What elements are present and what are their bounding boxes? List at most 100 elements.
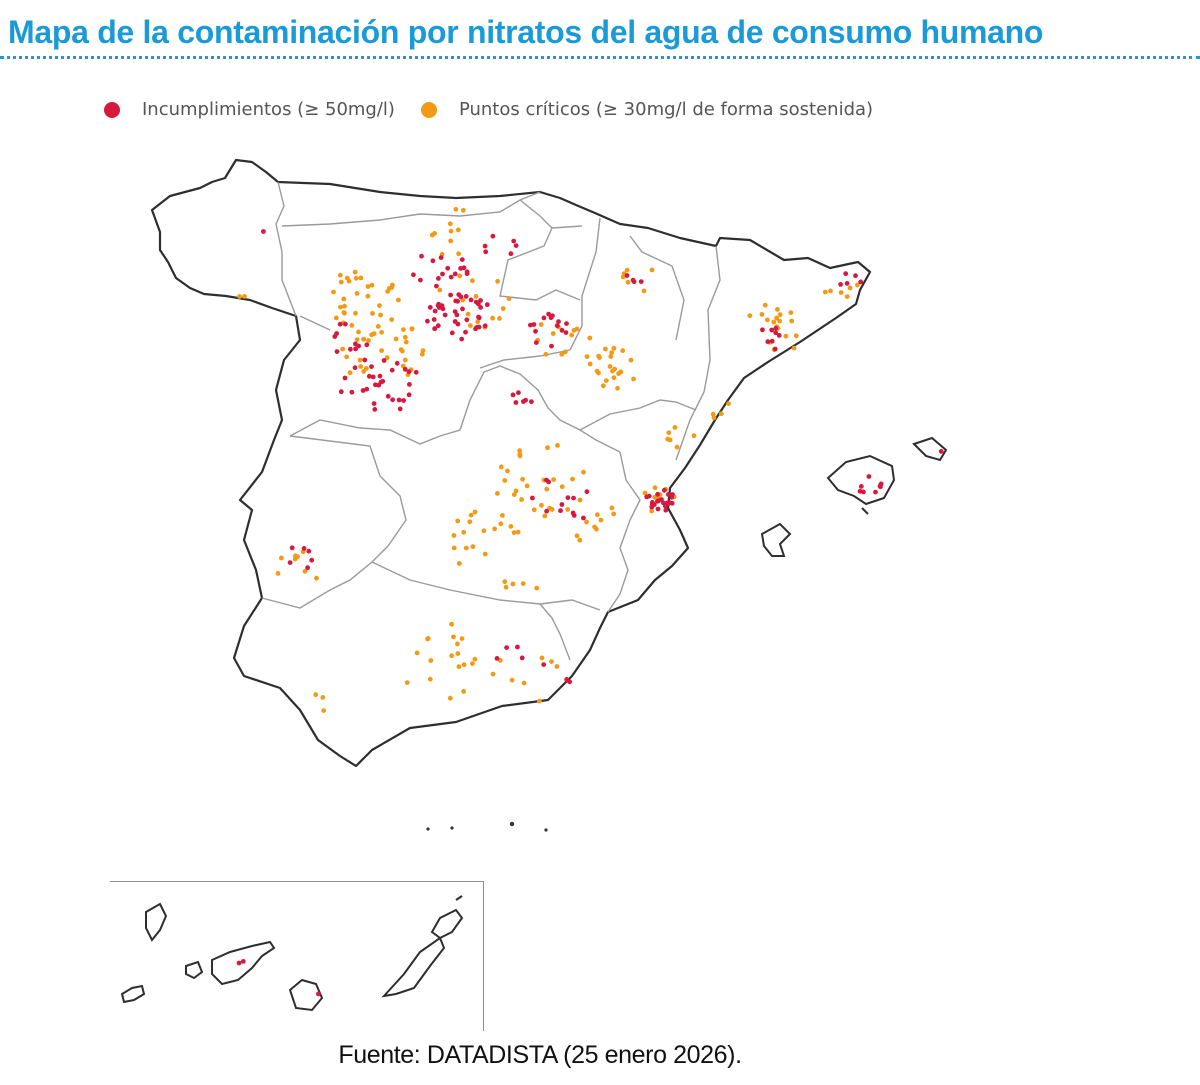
- noncompliance-point-marker: [776, 333, 782, 338]
- critical-point-marker: [242, 294, 247, 299]
- map-title: Mapa de la contaminación por nitratos de…: [8, 14, 1044, 50]
- critical-point-marker: [361, 336, 367, 342]
- noncompliance-point-marker: [544, 508, 549, 514]
- critical-point-marker: [674, 444, 680, 450]
- noncompliance-points-layer: [236, 229, 944, 997]
- critical-point-marker: [642, 490, 648, 496]
- critical-point-marker: [596, 370, 601, 376]
- critical-point-marker: [624, 267, 630, 273]
- noncompliance-point-marker: [513, 243, 519, 249]
- noncompliance-point-marker: [630, 277, 636, 283]
- noncompliance-point-marker: [362, 357, 368, 363]
- noncompliance-point-marker: [484, 302, 490, 308]
- noncompliance-point-marker: [519, 655, 525, 661]
- canary-inset-frame-right: [483, 881, 484, 1031]
- critical-point-marker: [333, 315, 339, 321]
- critical-point-marker: [393, 336, 399, 342]
- critical-point-marker: [341, 296, 347, 302]
- noncompliance-point-marker: [661, 487, 667, 493]
- noncompliance-point-marker: [666, 492, 671, 497]
- critical-point-marker: [437, 287, 443, 293]
- critical-point-marker: [791, 345, 797, 351]
- critical-point-marker: [726, 401, 731, 406]
- noncompliance-point-marker: [407, 382, 412, 387]
- critical-point-marker: [828, 288, 833, 294]
- critical-point-marker: [356, 329, 361, 335]
- noncompliance-point-marker: [456, 292, 462, 297]
- noncompliance-point-marker: [440, 306, 446, 312]
- critical-point-marker: [611, 345, 617, 351]
- critical-point-marker: [482, 551, 488, 557]
- noncompliance-point-marker: [338, 389, 344, 395]
- critical-point-marker: [789, 318, 795, 324]
- legend-orange-dot-icon: [420, 101, 437, 118]
- critical-point-marker: [358, 275, 364, 281]
- noncompliance-point-marker: [440, 271, 445, 277]
- critical-point-marker: [302, 568, 308, 574]
- noncompliance-point-marker: [938, 449, 944, 454]
- noncompliance-point-marker: [476, 315, 482, 321]
- critical-point-marker: [358, 364, 364, 369]
- noncompliance-point-marker: [649, 500, 655, 505]
- critical-point-marker: [793, 333, 799, 339]
- critical-point-marker: [490, 315, 495, 321]
- noncompliance-point-marker: [530, 495, 535, 501]
- critical-point-marker: [594, 512, 600, 518]
- noncompliance-point-marker: [504, 645, 509, 650]
- noncompliance-point-marker: [287, 560, 293, 565]
- critical-point-marker: [777, 318, 782, 324]
- noncompliance-point-marker: [544, 477, 549, 483]
- noncompliance-point-marker: [760, 327, 765, 333]
- critical-point-marker: [611, 375, 617, 381]
- critical-point-marker: [598, 517, 604, 523]
- critical-point-marker: [453, 206, 459, 212]
- noncompliance-point-marker: [445, 265, 451, 271]
- noncompliance-point-marker: [316, 991, 321, 997]
- noncompliance-point-marker: [435, 303, 441, 308]
- critical-point-marker: [313, 692, 319, 698]
- noncompliance-point-marker: [448, 274, 454, 280]
- critical-point-marker: [470, 278, 475, 284]
- critical-point-marker: [565, 507, 571, 512]
- noncompliance-point-marker: [459, 336, 465, 342]
- noncompliance-point-marker: [352, 365, 358, 371]
- noncompliance-point-marker: [877, 483, 883, 489]
- critical-point-marker: [275, 571, 281, 576]
- noncompliance-point-marker: [438, 255, 444, 260]
- noncompliance-point-marker: [463, 329, 468, 335]
- critical-point-marker: [502, 579, 508, 585]
- noncompliance-point-marker: [838, 282, 843, 287]
- critical-point-marker: [672, 425, 678, 430]
- critical-point-marker: [419, 351, 425, 357]
- critical-point-marker: [490, 671, 496, 677]
- noncompliance-point-marker: [434, 283, 439, 289]
- critical-point-marker: [517, 448, 523, 454]
- critical-point-marker: [543, 351, 549, 357]
- critical-point-marker: [505, 468, 510, 474]
- critical-point-marker: [457, 273, 463, 279]
- critical-point-marker: [347, 370, 353, 376]
- legend: Incumplimientos (≥ 50mg/l) Puntos crític…: [104, 99, 899, 120]
- noncompliance-point-marker: [511, 238, 517, 244]
- critical-point-marker: [844, 294, 850, 299]
- critical-point-marker: [521, 680, 527, 686]
- noncompliance-point-marker: [301, 546, 307, 551]
- critical-point-marker: [498, 521, 504, 527]
- noncompliance-point-marker: [413, 369, 419, 375]
- noncompliance-point-marker: [638, 279, 644, 284]
- critical-point-marker: [500, 306, 506, 311]
- critical-point-marker: [447, 695, 453, 701]
- noncompliance-point-marker: [458, 266, 463, 271]
- critical-point-marker: [610, 368, 615, 374]
- critical-point-marker: [331, 289, 336, 295]
- critical-point-marker: [597, 355, 602, 360]
- critical-point-marker: [847, 285, 853, 291]
- critical-point-marker: [293, 553, 298, 559]
- noncompliance-point-marker: [541, 662, 547, 667]
- critical-point-marker: [759, 312, 765, 317]
- critical-point-marker: [396, 297, 401, 303]
- noncompliance-point-marker: [853, 273, 858, 279]
- noncompliance-point-marker: [396, 397, 402, 403]
- critical-point-marker: [511, 492, 517, 497]
- noncompliance-point-marker: [402, 366, 408, 372]
